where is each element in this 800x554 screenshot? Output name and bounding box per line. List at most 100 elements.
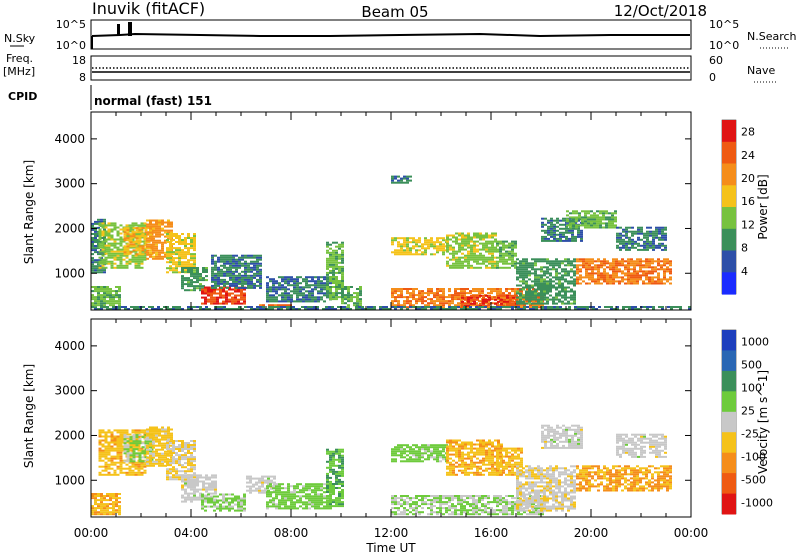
heatmap-cell: [361, 306, 364, 308]
heatmap-cell: [572, 212, 575, 215]
heatmap-cell: [128, 467, 132, 470]
heatmap-cell: [472, 308, 475, 310]
heatmap-cell: [602, 212, 605, 215]
heatmap-cell: [472, 304, 475, 307]
heatmap-cell: [161, 257, 164, 260]
heatmap-cell: [164, 229, 167, 232]
heatmap-cell: [101, 250, 105, 253]
heatmap-cell: [652, 236, 655, 239]
heatmap-cell: [107, 443, 111, 446]
heatmap-cell: [287, 298, 290, 301]
heatmap-cell: [295, 308, 298, 310]
heatmap-cell: [335, 296, 338, 299]
heatmap-cell: [412, 239, 415, 242]
heatmap-cell: [537, 282, 540, 285]
heatmap-cell: [652, 234, 655, 237]
heatmap-cell: [94, 261, 97, 264]
heatmap-cell: [131, 222, 135, 225]
heatmap-cell: [329, 294, 332, 297]
heatmap-cell: [250, 274, 253, 277]
heatmap-cell: [175, 267, 178, 270]
heatmap-cell: [679, 306, 682, 308]
heatmap-cell: [627, 262, 630, 265]
heatmap-cell: [161, 452, 164, 455]
heatmap-cell: [639, 258, 642, 261]
heatmap-cell: [467, 266, 470, 269]
heatmap-cell: [473, 250, 476, 253]
heatmap-cell: [110, 439, 114, 442]
heatmap-cell: [391, 237, 394, 240]
heatmap-cell: [436, 306, 439, 308]
heatmap-cell: [485, 260, 488, 263]
heatmap-cell: [421, 243, 424, 246]
heatmap-cell: [442, 288, 445, 290]
heatmap-cell: [508, 306, 511, 308]
heatmap-cell: [275, 286, 278, 289]
heatmap-cell: [296, 276, 299, 279]
heatmap-cell: [649, 226, 652, 229]
heatmap-cell: [445, 308, 448, 310]
heatmap-cell: [338, 243, 341, 246]
heatmap-cell: [193, 482, 196, 485]
heatmap-cell: [112, 306, 115, 308]
heatmap-cell: [624, 260, 627, 263]
heatmap-cell: [546, 266, 549, 269]
heatmap-cell: [184, 470, 187, 473]
heatmap-cell: [335, 284, 338, 286]
heatmap-cell: [235, 266, 238, 269]
heatmap-cell: [612, 268, 615, 271]
heatmap-cell: [469, 290, 472, 293]
heatmap-cell: [214, 264, 217, 267]
heatmap-cell: [338, 296, 341, 299]
heatmap-cell: [135, 237, 139, 240]
heatmap-cell: [143, 463, 147, 466]
heatmap-cell: [98, 266, 102, 269]
heatmap-cell: [172, 446, 175, 448]
heatmap-cell: [500, 300, 503, 303]
heatmap-cell: [172, 478, 175, 481]
heatmap-cell: [525, 264, 528, 267]
heatmap-cell: [175, 241, 178, 243]
heatmap-cell: [494, 240, 497, 243]
heatmap-cell: [172, 261, 175, 264]
heatmap-cell: [266, 294, 269, 297]
heatmap-cell: [106, 503, 109, 506]
heatmap-cell: [250, 282, 253, 285]
heatmap-cell: [667, 306, 670, 308]
heatmap-cell: [461, 264, 464, 267]
heatmap-cell: [596, 220, 599, 223]
heatmap-cell: [100, 298, 103, 301]
heatmap-cell: [540, 294, 543, 297]
heatmap-cell: [568, 229, 571, 232]
heatmap-cell: [109, 292, 112, 295]
heatmap-cell: [91, 228, 94, 231]
heatmap-cell: [511, 256, 514, 259]
heatmap-cell: [525, 276, 528, 279]
heatmap-cell: [158, 253, 161, 256]
heatmap-cell: [488, 298, 491, 301]
heatmap-cell: [448, 302, 451, 305]
heatmap-cell: [400, 181, 403, 184]
heatmap-cell: [482, 298, 485, 301]
heatmap-cell: [98, 451, 102, 454]
heatmap-cell: [627, 270, 630, 273]
heatmap-cell: [549, 286, 552, 289]
heatmap-cell: [451, 300, 454, 303]
heatmap-cell: [491, 248, 494, 251]
heatmap-cell: [213, 298, 216, 301]
heatmap-cell: [213, 503, 216, 506]
heatmap-cell: [599, 216, 602, 219]
heatmap-cell: [341, 278, 344, 280]
heatmap-cell: [94, 495, 97, 497]
heatmap-cell: [562, 219, 565, 222]
heatmap-cell: [540, 276, 543, 279]
heatmap-cell: [427, 292, 430, 295]
heatmap-cell: [546, 300, 549, 303]
heatmap-cell: [211, 480, 214, 483]
heatmap-cell: [205, 490, 208, 493]
heatmap-cell: [275, 288, 278, 291]
heatmap-cell: [125, 266, 129, 269]
heatmap-cell: [359, 288, 362, 290]
heatmap-cell: [193, 289, 196, 292]
heatmap-cell: [409, 306, 412, 308]
